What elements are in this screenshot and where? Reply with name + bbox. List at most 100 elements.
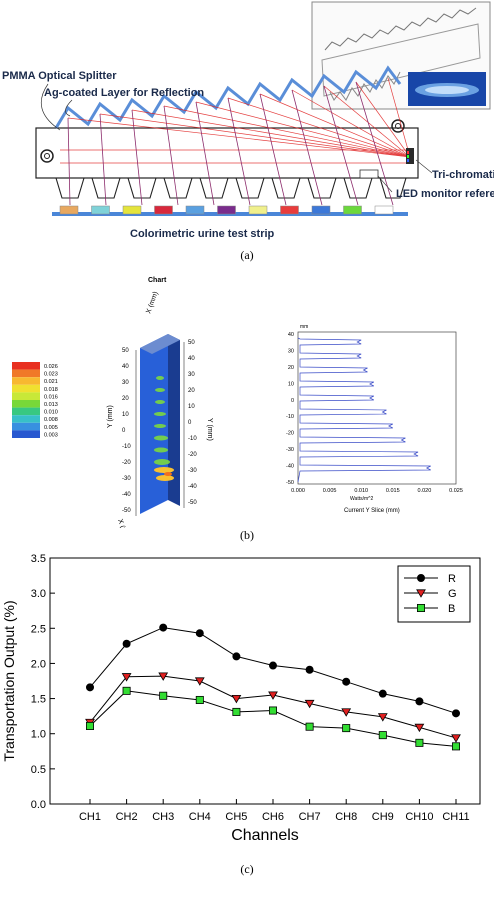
3d-tick-right: -30 [188, 468, 197, 474]
legend-value: 0.013 [44, 402, 58, 408]
x-tick-label: CH8 [335, 811, 357, 823]
slice-xlabel: Current Y Slice (mm) [344, 508, 400, 514]
data-point [378, 731, 387, 740]
y-axis-ticks: 0.0 0.5 1.0 1.5 2.0 2.5 3.0 3.5 [31, 553, 55, 811]
3d-tick-left: -40 [122, 492, 131, 498]
y-axis-label: Transportation Output (%) [1, 600, 17, 761]
x-axis-label: Channels [231, 827, 299, 844]
legend-value: 0.008 [44, 417, 58, 423]
3d-tick-left: 20 [122, 396, 129, 402]
x-tick-label: CH11 [442, 811, 469, 823]
x-tick-label: CH6 [262, 811, 284, 823]
3d-tick-left: 10 [122, 412, 129, 418]
strip-pad [91, 205, 110, 215]
data-point [416, 604, 425, 613]
plot-frame [49, 557, 481, 805]
3d-tick-right: 50 [188, 340, 195, 346]
strip-pad [248, 205, 268, 215]
data-point [342, 724, 351, 733]
data-point [305, 665, 314, 674]
strip-pad [343, 205, 362, 215]
data-point [305, 722, 314, 731]
3d-axis-x-top: X (mm) [145, 291, 159, 315]
legend-value: 0.023 [44, 372, 58, 378]
panel-b-simulation: Chart 0.026 0.023 0.021 0.018 0.016 0.013 0.01… [0, 268, 494, 550]
chart-legend: RGB [397, 565, 471, 623]
data-point [195, 629, 204, 638]
3d-tick-left: -10 [122, 444, 131, 450]
caption-a: (a) [240, 248, 254, 262]
data-point [231, 694, 242, 704]
legend-value: 0.018 [44, 387, 58, 393]
data-point [122, 686, 131, 695]
slice-yticks: 40 30 20 10 0 -10 -20 -30 -40 -50 [286, 332, 294, 486]
slice-xtick: 0.010 [354, 488, 368, 494]
slice-ytick: 10 [288, 381, 294, 387]
3d-tick-right: 10 [188, 404, 195, 410]
data-point [232, 652, 241, 661]
y-tick-label: 2.5 [31, 623, 46, 635]
x-tick-label: CH3 [152, 811, 174, 823]
strip-pad [217, 205, 236, 215]
3d-tick-left: 30 [122, 380, 129, 386]
legend-swatch [12, 422, 40, 431]
data-point [121, 673, 132, 682]
data-point [416, 589, 426, 598]
legend-swatch [12, 377, 40, 385]
data-point [86, 721, 95, 730]
label-monitor: LED monitor reference [396, 188, 494, 200]
label-strip: Colorimetric urine test strip [130, 228, 275, 240]
strip-pad [59, 205, 79, 215]
slice-xtick: 0.015 [386, 488, 400, 494]
transportation-output-chart: 0.0 0.5 1.0 1.5 2.0 2.5 3.0 3.5 CH1 CH2 CH3 CH4 CH5… [1, 553, 481, 844]
splitter-body [35, 65, 419, 199]
caption-b: (b) [240, 528, 254, 542]
data-point [232, 707, 241, 716]
slice-ytick: -10 [286, 414, 294, 420]
strip-pads [59, 205, 394, 215]
strip-pad [374, 205, 394, 215]
data-point [122, 639, 131, 648]
3d-y-ticks: 50 50 40 40 30 30 20 20 10 10 0 0 -10 -10 -20 -20 -30 -30… [122, 340, 197, 514]
caption-c: (c) [240, 862, 254, 876]
3d-tick-left: -20 [122, 460, 131, 466]
slice-xtick: 0.020 [418, 488, 432, 494]
data-point [377, 713, 388, 722]
x-tick-label: CH10 [405, 811, 433, 823]
legend-value: 0.003 [44, 432, 58, 438]
slice-ytick: -30 [286, 447, 294, 453]
data-point [159, 623, 168, 632]
y-tick-label: 1.5 [31, 694, 46, 706]
series-lines [89, 627, 457, 747]
label-ag-layer: Ag-coated Layer for Reflection [44, 87, 204, 99]
legend-label: R [448, 573, 456, 585]
data-point [416, 573, 425, 582]
legend-label: B [448, 603, 455, 615]
red-light-rays [60, 77, 411, 164]
legend-value: 0.010 [44, 410, 58, 416]
legend-swatch [12, 415, 40, 423]
data-point [194, 677, 205, 686]
y-tick-label: 1.0 [31, 729, 46, 741]
3d-tick-right: 40 [188, 356, 195, 362]
data-point [341, 708, 352, 717]
legend-label: G [448, 588, 457, 600]
3d-tick-right: 20 [188, 388, 195, 394]
series-markers [85, 623, 461, 751]
y-tick-label: 3.0 [31, 588, 46, 600]
label-led: Tri-chromatic LED [432, 169, 494, 181]
data-point [268, 661, 277, 670]
legend-value: 0.026 [44, 364, 58, 370]
data-point [195, 695, 204, 704]
slice-ytick: -40 [286, 464, 294, 470]
x-tick-label: CH7 [299, 811, 321, 823]
strip-pad [185, 205, 205, 215]
3d-axis-y-left: Y (mm) [107, 405, 114, 428]
x-tick-label: CH5 [225, 811, 247, 823]
legend-swatch [12, 430, 40, 438]
x-tick-label: CH2 [116, 811, 138, 823]
3d-tick-right: -50 [188, 500, 197, 506]
data-point [268, 706, 277, 715]
3d-axis-x-bottom: X (mm) [116, 518, 130, 528]
